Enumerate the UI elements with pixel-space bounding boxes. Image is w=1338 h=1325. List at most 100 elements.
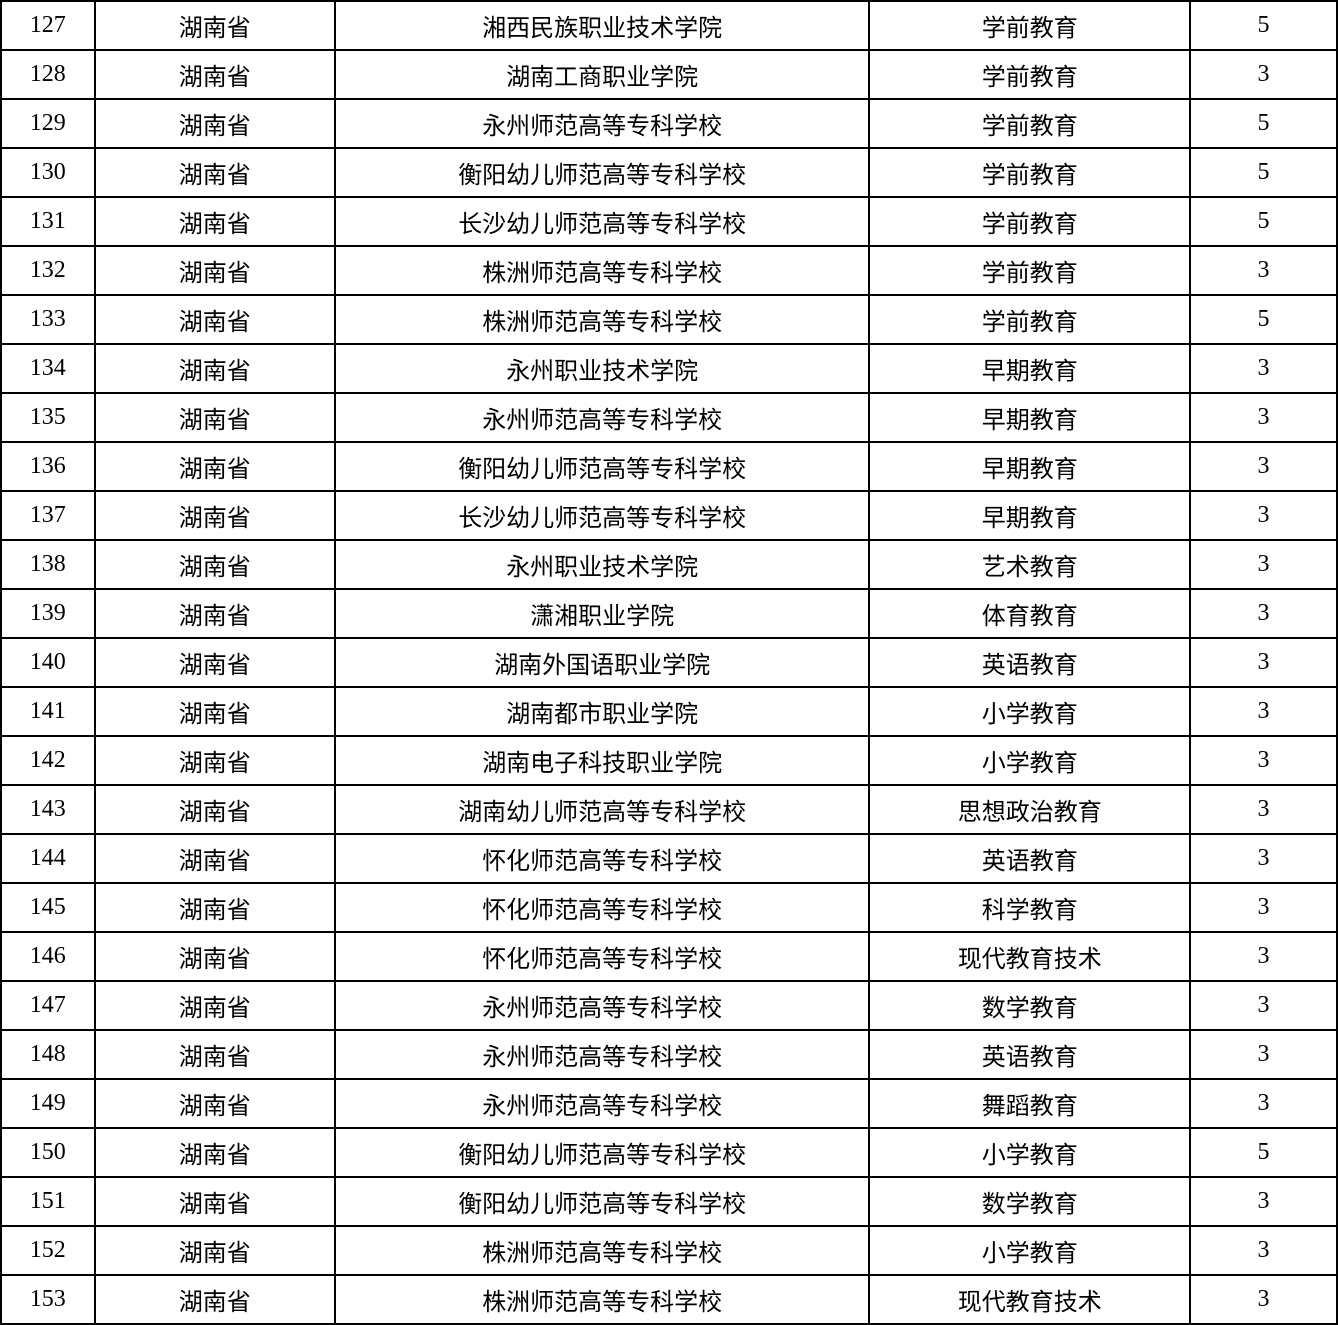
table-row: 140湖南省湖南外国语职业学院英语教育3 xyxy=(1,638,1337,687)
table-row: 134湖南省永州职业技术学院早期教育3 xyxy=(1,344,1337,393)
cell-major: 小学教育 xyxy=(869,736,1190,785)
cell-province: 湖南省 xyxy=(95,540,335,589)
cell-years: 3 xyxy=(1190,393,1337,442)
cell-years: 5 xyxy=(1190,99,1337,148)
cell-years: 3 xyxy=(1190,932,1337,981)
cell-major: 科学教育 xyxy=(869,883,1190,932)
cell-index: 131 xyxy=(1,197,95,246)
table-row: 151湖南省衡阳幼儿师范高等专科学校数学教育3 xyxy=(1,1177,1337,1226)
cell-years: 3 xyxy=(1190,883,1337,932)
cell-major: 现代教育技术 xyxy=(869,932,1190,981)
cell-major: 学前教育 xyxy=(869,99,1190,148)
cell-province: 湖南省 xyxy=(95,785,335,834)
table-row: 144湖南省怀化师范高等专科学校英语教育3 xyxy=(1,834,1337,883)
cell-years: 3 xyxy=(1190,1275,1337,1324)
cell-major: 艺术教育 xyxy=(869,540,1190,589)
cell-major: 学前教育 xyxy=(869,148,1190,197)
cell-school: 湘西民族职业技术学院 xyxy=(335,1,869,50)
cell-province: 湖南省 xyxy=(95,1,335,50)
cell-province: 湖南省 xyxy=(95,834,335,883)
cell-school: 衡阳幼儿师范高等专科学校 xyxy=(335,1177,869,1226)
cell-school: 永州师范高等专科学校 xyxy=(335,393,869,442)
table-row: 150湖南省衡阳幼儿师范高等专科学校小学教育5 xyxy=(1,1128,1337,1177)
cell-index: 152 xyxy=(1,1226,95,1275)
cell-years: 5 xyxy=(1190,1128,1337,1177)
table-row: 128湖南省湖南工商职业学院学前教育3 xyxy=(1,50,1337,99)
table-row: 133湖南省株洲师范高等专科学校学前教育5 xyxy=(1,295,1337,344)
cell-major: 学前教育 xyxy=(869,50,1190,99)
cell-province: 湖南省 xyxy=(95,295,335,344)
cell-index: 148 xyxy=(1,1030,95,1079)
cell-school: 湖南工商职业学院 xyxy=(335,50,869,99)
cell-province: 湖南省 xyxy=(95,393,335,442)
table-row: 148湖南省永州师范高等专科学校英语教育3 xyxy=(1,1030,1337,1079)
cell-major: 小学教育 xyxy=(869,1226,1190,1275)
cell-years: 5 xyxy=(1190,1,1337,50)
cell-index: 141 xyxy=(1,687,95,736)
cell-index: 132 xyxy=(1,246,95,295)
cell-major: 数学教育 xyxy=(869,1177,1190,1226)
cell-school: 永州师范高等专科学校 xyxy=(335,981,869,1030)
cell-province: 湖南省 xyxy=(95,638,335,687)
cell-years: 3 xyxy=(1190,1079,1337,1128)
table-row: 127湖南省湘西民族职业技术学院学前教育5 xyxy=(1,1,1337,50)
cell-school: 衡阳幼儿师范高等专科学校 xyxy=(335,148,869,197)
cell-years: 3 xyxy=(1190,1030,1337,1079)
cell-index: 145 xyxy=(1,883,95,932)
cell-years: 3 xyxy=(1190,589,1337,638)
cell-province: 湖南省 xyxy=(95,883,335,932)
cell-years: 3 xyxy=(1190,442,1337,491)
cell-major: 英语教育 xyxy=(869,638,1190,687)
cell-index: 129 xyxy=(1,99,95,148)
cell-province: 湖南省 xyxy=(95,1030,335,1079)
table-row: 146湖南省怀化师范高等专科学校现代教育技术3 xyxy=(1,932,1337,981)
cell-index: 133 xyxy=(1,295,95,344)
cell-school: 株洲师范高等专科学校 xyxy=(335,1226,869,1275)
cell-years: 3 xyxy=(1190,344,1337,393)
cell-major: 学前教育 xyxy=(869,197,1190,246)
cell-school: 湖南都市职业学院 xyxy=(335,687,869,736)
cell-years: 5 xyxy=(1190,197,1337,246)
table-row: 143湖南省湖南幼儿师范高等专科学校思想政治教育3 xyxy=(1,785,1337,834)
table-row: 131湖南省长沙幼儿师范高等专科学校学前教育5 xyxy=(1,197,1337,246)
cell-school: 永州师范高等专科学校 xyxy=(335,1030,869,1079)
cell-index: 136 xyxy=(1,442,95,491)
cell-province: 湖南省 xyxy=(95,932,335,981)
cell-index: 134 xyxy=(1,344,95,393)
table-row: 129湖南省永州师范高等专科学校学前教育5 xyxy=(1,99,1337,148)
cell-province: 湖南省 xyxy=(95,1226,335,1275)
cell-province: 湖南省 xyxy=(95,1128,335,1177)
cell-major: 早期教育 xyxy=(869,491,1190,540)
cell-school: 潇湘职业学院 xyxy=(335,589,869,638)
cell-province: 湖南省 xyxy=(95,148,335,197)
cell-school: 怀化师范高等专科学校 xyxy=(335,834,869,883)
cell-years: 5 xyxy=(1190,148,1337,197)
table-row: 138湖南省永州职业技术学院艺术教育3 xyxy=(1,540,1337,589)
table-row: 142湖南省湖南电子科技职业学院小学教育3 xyxy=(1,736,1337,785)
cell-province: 湖南省 xyxy=(95,197,335,246)
cell-major: 英语教育 xyxy=(869,1030,1190,1079)
cell-index: 150 xyxy=(1,1128,95,1177)
cell-index: 142 xyxy=(1,736,95,785)
cell-years: 5 xyxy=(1190,295,1337,344)
cell-major: 小学教育 xyxy=(869,687,1190,736)
cell-years: 3 xyxy=(1190,638,1337,687)
cell-years: 3 xyxy=(1190,50,1337,99)
cell-school: 株洲师范高等专科学校 xyxy=(335,246,869,295)
cell-province: 湖南省 xyxy=(95,491,335,540)
cell-index: 140 xyxy=(1,638,95,687)
cell-school: 永州师范高等专科学校 xyxy=(335,99,869,148)
cell-school: 衡阳幼儿师范高等专科学校 xyxy=(335,442,869,491)
cell-years: 3 xyxy=(1190,736,1337,785)
cell-school: 怀化师范高等专科学校 xyxy=(335,932,869,981)
cell-major: 学前教育 xyxy=(869,295,1190,344)
cell-province: 湖南省 xyxy=(95,50,335,99)
cell-index: 135 xyxy=(1,393,95,442)
cell-school: 湖南外国语职业学院 xyxy=(335,638,869,687)
table-row: 137湖南省长沙幼儿师范高等专科学校早期教育3 xyxy=(1,491,1337,540)
cell-school: 永州师范高等专科学校 xyxy=(335,1079,869,1128)
cell-index: 147 xyxy=(1,981,95,1030)
cell-province: 湖南省 xyxy=(95,1275,335,1324)
cell-school: 长沙幼儿师范高等专科学校 xyxy=(335,197,869,246)
cell-school: 湖南幼儿师范高等专科学校 xyxy=(335,785,869,834)
